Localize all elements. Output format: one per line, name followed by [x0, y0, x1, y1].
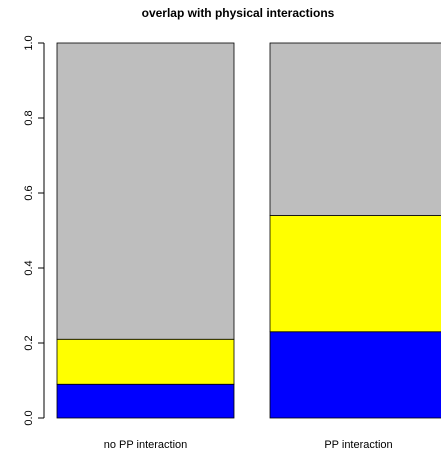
bar-segment-1-1 — [56, 383, 235, 419]
bar-segment-1-3 — [56, 42, 235, 340]
y-tick-label-5: 1.0 — [23, 35, 35, 50]
bars-group — [56, 42, 441, 419]
y-tick-label-4: 0.8 — [23, 110, 35, 125]
bar-segment-2-2 — [269, 215, 441, 333]
y-tick-label-2: 0.4 — [23, 260, 35, 275]
bar-segment-2-1 — [269, 331, 441, 419]
y-tick-label-3: 0.6 — [23, 185, 35, 200]
bar-segment-1-2 — [56, 338, 235, 385]
x-axis-labels: no PP interaction PP interaction — [104, 439, 393, 451]
x-category-label-1: no PP interaction — [104, 439, 188, 451]
y-tick-label-0: 0.0 — [23, 410, 35, 425]
x-category-label-2: PP interaction — [324, 439, 392, 451]
y-tick-label-1: 0.2 — [23, 335, 35, 350]
y-axis: 0.0 0.2 0.4 0.6 0.8 1.0 — [23, 35, 45, 426]
chart-title: overlap with physical interactions — [142, 6, 335, 20]
bar-segment-2-3 — [269, 42, 441, 216]
